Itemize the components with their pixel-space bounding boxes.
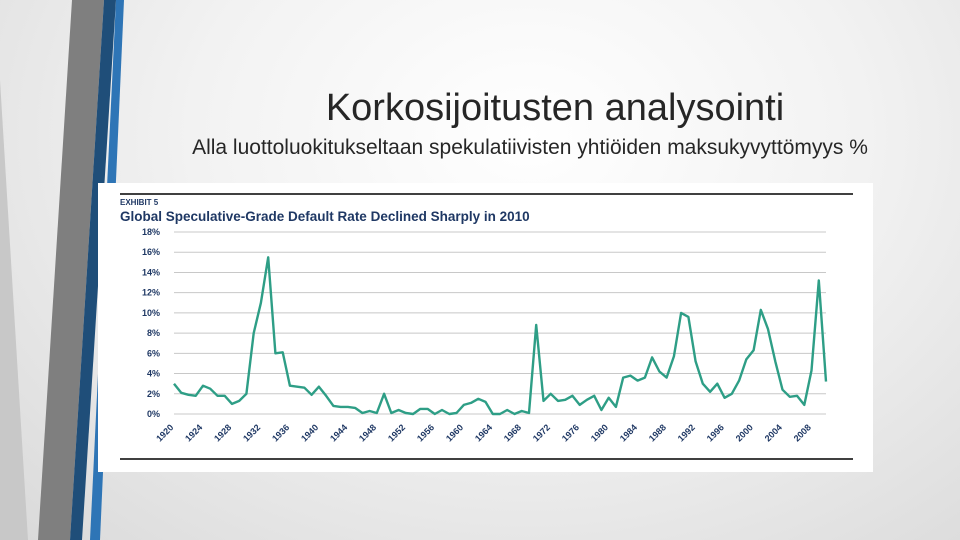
x-tick-label: 2008: [792, 422, 813, 443]
y-tick-label: 14%: [142, 267, 160, 277]
exhibit-label: EXHIBIT 5: [120, 198, 159, 207]
y-tick-label: 8%: [147, 328, 160, 338]
x-tick-label: 1924: [183, 422, 204, 443]
x-tick-label: 1988: [647, 422, 668, 443]
y-axis-labels: 18% 16% 14% 12% 10% 8% 6% 4% 2% 0%: [142, 227, 160, 419]
x-tick-label: 1940: [299, 422, 320, 443]
y-tick-label: 6%: [147, 348, 160, 358]
series-line-default-rate: [173, 256, 828, 416]
x-tick-label: 1976: [560, 422, 581, 443]
y-tick-label: 10%: [142, 308, 160, 318]
stripe-dark-blue: [70, 0, 116, 540]
x-axis-labels: 1920 1924 1928 1932 1936 1940 1944 1948 1952 1956…: [154, 422, 813, 443]
x-tick-label: 1968: [502, 422, 523, 443]
y-tick-label: 16%: [142, 247, 160, 257]
x-tick-label: 1936: [270, 422, 291, 443]
y-tick-label: 12%: [142, 288, 160, 298]
x-tick-label: 1964: [473, 422, 494, 443]
x-tick-label: 1992: [676, 422, 697, 443]
slide-title: Korkosijoitusten analysointi: [325, 87, 785, 129]
x-tick-label: 1932: [241, 422, 262, 443]
y-tick-label: 18%: [142, 227, 160, 237]
stripe-gray-wide: [38, 0, 104, 540]
x-tick-label: 1972: [531, 422, 552, 443]
x-tick-label: 1956: [415, 422, 436, 443]
x-tick-label: 1948: [357, 422, 378, 443]
x-tick-label: 2000: [734, 422, 755, 443]
chart-panel: EXHIBIT 5 Global Speculative-Grade Defau…: [98, 183, 873, 472]
x-tick-label: 1952: [386, 422, 407, 443]
x-tick-label: 1944: [328, 422, 349, 443]
x-tick-label: 1960: [444, 422, 465, 443]
x-tick-label: 1984: [618, 422, 639, 443]
x-tick-label: 1996: [705, 422, 726, 443]
y-tick-label: 2%: [147, 389, 160, 399]
chart-grid: [174, 231, 826, 415]
slide-subtitle: Alla luottoluokitukseltaan spekulatiivis…: [192, 136, 868, 159]
x-tick-label: 1920: [154, 422, 175, 443]
chart-series: [173, 256, 828, 416]
stripe-light-gray: [0, 80, 28, 540]
y-tick-label: 4%: [147, 369, 160, 379]
x-tick-label: 1928: [212, 422, 233, 443]
x-tick-label: 2004: [763, 422, 784, 443]
y-tick-label: 0%: [147, 409, 160, 419]
default-rate-chart: EXHIBIT 5 Global Speculative-Grade Defau…: [120, 193, 853, 460]
chart-title: Global Speculative-Grade Default Rate De…: [120, 209, 530, 224]
x-tick-label: 1980: [589, 422, 610, 443]
